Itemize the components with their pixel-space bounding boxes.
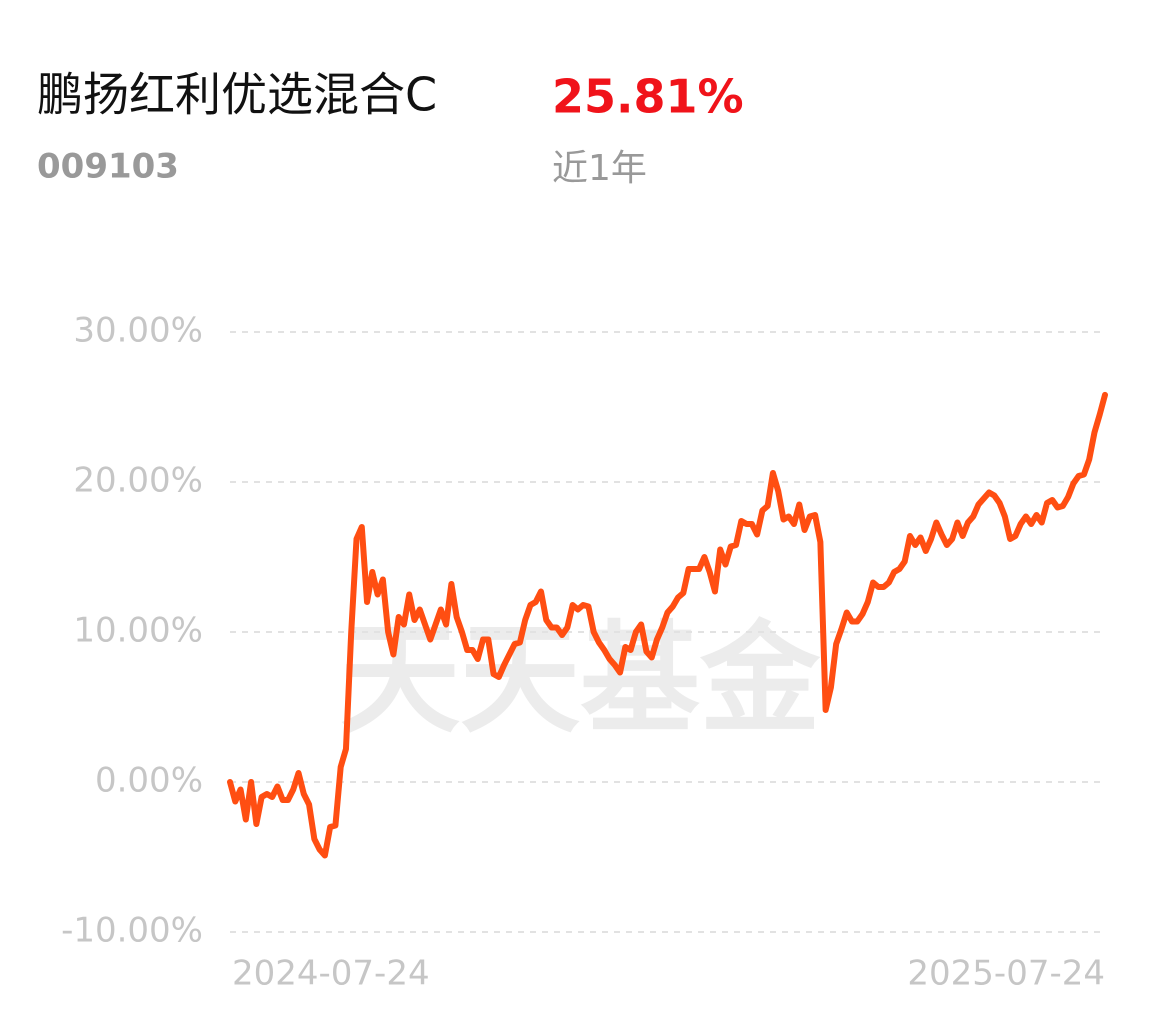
x-tick-label: 2024-07-24 [232, 954, 430, 994]
watermark: 天天基金 [340, 611, 821, 750]
fund-title: 鹏扬红利优选混合C [37, 68, 437, 122]
y-tick-label: 10.00% [73, 611, 203, 651]
x-tick-label: 2025-07-24 [907, 954, 1105, 994]
fund-code: 009103 [37, 147, 179, 187]
y-tick-label: 0.00% [95, 761, 203, 801]
y-tick-label: 20.00% [73, 461, 203, 501]
y-tick-label: 30.00% [73, 311, 203, 351]
line-series [227, 391, 1108, 859]
period-label: 近1年 [552, 148, 647, 189]
y-tick-label: -10.00% [61, 911, 203, 951]
return-value: 25.81% [552, 70, 744, 124]
